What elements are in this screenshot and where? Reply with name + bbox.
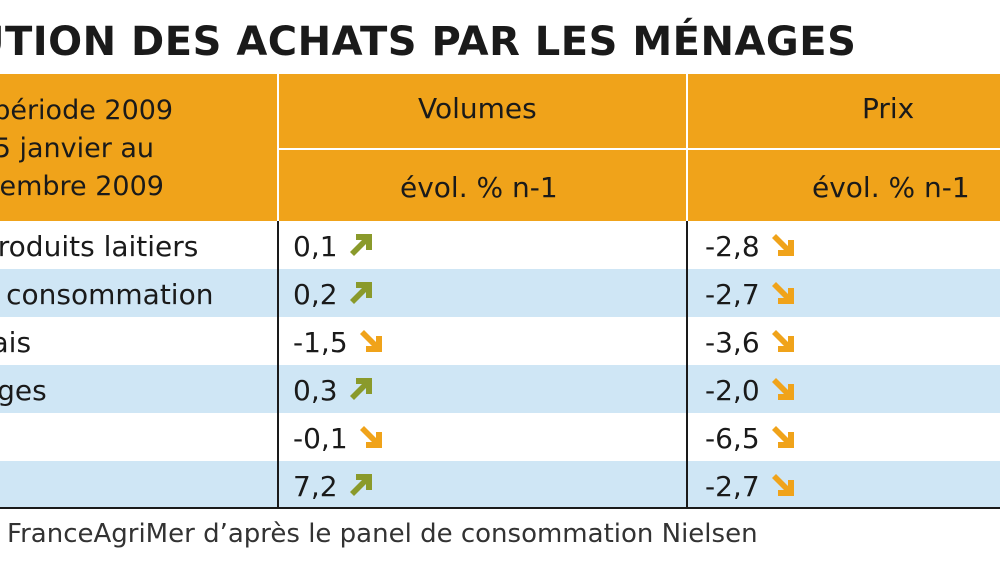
table-row: ages 0,3 -2,0 — [0, 365, 1000, 413]
volumes-subheader: évol. % n-1 — [400, 171, 558, 204]
arrow-down-right-icon — [359, 426, 382, 448]
period-label: e période 2009 u 5 janvier au écembre 20… — [0, 92, 258, 206]
arrow-down-right-icon — [771, 378, 794, 400]
prix-value: -2,7 — [705, 470, 760, 503]
arrow-down-right-icon — [771, 330, 794, 352]
column-divider-2 — [686, 221, 688, 509]
arrow-up-right-icon — [349, 474, 372, 496]
volume-cell: 0,1 — [293, 221, 376, 269]
prix-subheader: évol. % n-1 — [812, 171, 970, 204]
table-row: e 7,2 -2,7 — [0, 461, 1000, 509]
volume-cell: 7,2 — [293, 461, 376, 509]
table-header: e période 2009 u 5 janvier au écembre 20… — [0, 74, 1000, 221]
row-label: e — [0, 413, 250, 461]
table-row: produits laitiers 0,1 -2,8 — [0, 221, 1000, 269]
prix-cell: -2,8 — [705, 221, 798, 269]
table-row: e -0,1 -6,5 — [0, 413, 1000, 461]
row-label: e consommation — [0, 269, 250, 317]
row-label: ages — [0, 365, 250, 413]
volume-value: 0,3 — [293, 374, 338, 407]
volume-cell: -0,1 — [293, 413, 386, 461]
volume-value: 7,2 — [293, 470, 338, 503]
table-bottom-rule — [0, 507, 1000, 509]
volume-value: 0,2 — [293, 278, 338, 311]
header-vline-1 — [277, 74, 279, 221]
arrow-down-right-icon — [771, 234, 794, 256]
period-line-1: e période 2009 — [0, 95, 174, 126]
prix-cell: -2,7 — [705, 269, 798, 317]
source-note: : FranceAgriMer d’après le panel de cons… — [0, 519, 758, 549]
arrow-down-right-icon — [771, 282, 794, 304]
arrow-up-right-icon — [349, 282, 372, 304]
row-label-text: e consommation — [0, 278, 214, 311]
table-row: rais -1,5 -3,6 — [0, 317, 1000, 365]
row-label-text: produits laitiers — [0, 230, 199, 263]
prix-value: -2,0 — [705, 374, 760, 407]
row-label: e — [0, 461, 250, 509]
arrow-down-right-icon — [771, 474, 794, 496]
column-divider-1 — [277, 221, 279, 509]
volume-cell: 0,2 — [293, 269, 376, 317]
period-line-3: écembre 2009 — [0, 171, 164, 202]
header-vline-2 — [686, 74, 688, 221]
row-label: produits laitiers — [0, 221, 250, 269]
volume-value: -0,1 — [293, 422, 348, 455]
arrow-up-right-icon — [349, 378, 372, 400]
row-label-text: rais — [0, 326, 32, 359]
period-line-2: u 5 janvier au — [0, 133, 155, 164]
prix-cell: -2,7 — [705, 461, 798, 509]
prix-value: -6,5 — [705, 422, 760, 455]
prix-cell: -3,6 — [705, 317, 798, 365]
volumes-header: Volumes — [418, 92, 537, 125]
volume-value: 0,1 — [293, 230, 338, 263]
arrow-down-right-icon — [359, 330, 382, 352]
arrow-up-right-icon — [349, 234, 372, 256]
table-title: UTION DES ACHATS PAR LES MÉNAGES — [0, 19, 857, 65]
row-label-text: ages — [0, 374, 47, 407]
prix-value: -2,7 — [705, 278, 760, 311]
row-label: rais — [0, 317, 250, 365]
prix-value: -2,8 — [705, 230, 760, 263]
volume-cell: 0,3 — [293, 365, 376, 413]
header-divider — [277, 148, 1000, 150]
prix-header: Prix — [862, 92, 915, 125]
prix-cell: -6,5 — [705, 413, 798, 461]
table-row: e consommation 0,2 -2,7 — [0, 269, 1000, 317]
prix-cell: -2,0 — [705, 365, 798, 413]
volume-cell: -1,5 — [293, 317, 386, 365]
volume-value: -1,5 — [293, 326, 348, 359]
prix-value: -3,6 — [705, 326, 760, 359]
arrow-down-right-icon — [771, 426, 794, 448]
